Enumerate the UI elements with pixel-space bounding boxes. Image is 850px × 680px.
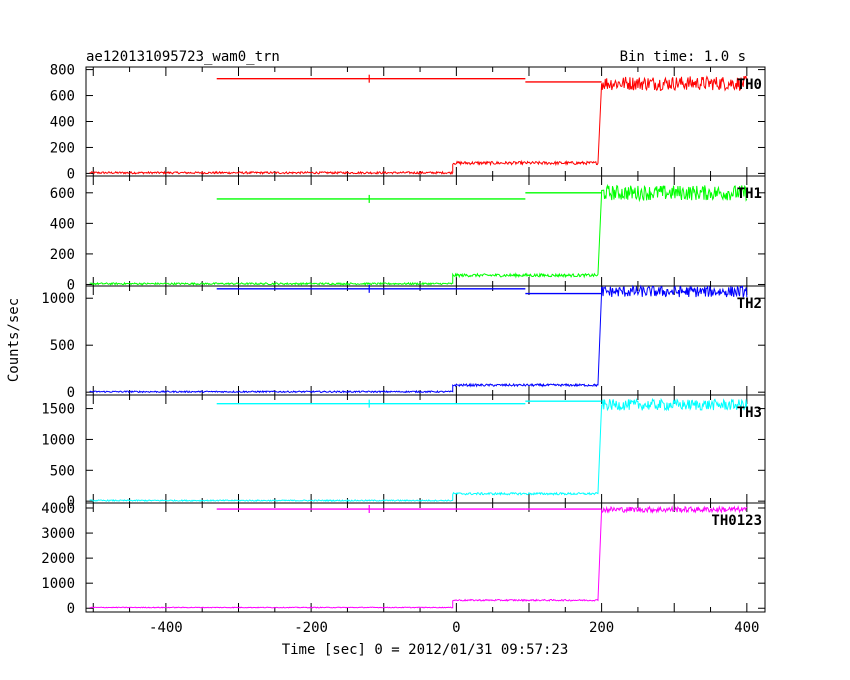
panel-frame xyxy=(85,502,766,613)
series-line-th0 xyxy=(89,75,748,175)
y-tick-label: 1000 xyxy=(41,291,75,307)
panel-th1: 0 200 400 600 TH1 xyxy=(50,175,766,293)
y-tick-label: 0 xyxy=(67,601,75,617)
series-line-th0123 xyxy=(89,505,748,609)
panels-group: 0 200 400 600 800 TH0 0 200 400 600 TH1 0 500 1000 TH2… xyxy=(41,63,766,636)
y-tick-label: 0 xyxy=(67,277,75,293)
series-line-th2 xyxy=(89,284,748,394)
y-tick-label: 3000 xyxy=(41,526,75,542)
series-label: TH3 xyxy=(737,405,762,421)
y-tick-label: 1500 xyxy=(41,402,75,418)
bin-time-label: Bin time: 1.0 s xyxy=(620,49,746,65)
y-tick-label: 500 xyxy=(50,463,75,479)
x-tick-label: 400 xyxy=(734,620,759,636)
panel-frame xyxy=(85,394,766,504)
series-label: TH0 xyxy=(737,77,762,93)
series-line-th1 xyxy=(89,183,748,286)
y-tick-label: 1000 xyxy=(41,576,75,592)
panel-th0: 0 200 400 600 800 TH0 xyxy=(50,63,766,182)
y-tick-label: 600 xyxy=(50,186,75,202)
x-axis-label: Time [sec] 0 = 2012/01/31 09:57:23 xyxy=(282,642,569,658)
chart-title: ae120131095723_wam0_trn xyxy=(86,49,280,65)
y-tick-label: 400 xyxy=(50,216,75,232)
y-tick-label: 2000 xyxy=(41,551,75,567)
y-tick-label: 500 xyxy=(50,338,75,354)
y-tick-label: 4000 xyxy=(41,501,75,517)
y-tick-label: 400 xyxy=(50,115,75,131)
series-label: TH2 xyxy=(737,296,762,312)
y-tick-label: 0 xyxy=(67,166,75,182)
y-tick-label: 200 xyxy=(50,247,75,263)
panel-frame xyxy=(85,285,766,396)
y-tick-label: 1000 xyxy=(41,432,75,448)
x-tick-label: 0 xyxy=(452,620,460,636)
x-tick-label: -400 xyxy=(149,620,183,636)
series-label: TH0123 xyxy=(711,513,762,529)
x-tick-label: -200 xyxy=(294,620,328,636)
y-tick-label: 600 xyxy=(50,89,75,105)
y-tick-label: 800 xyxy=(50,63,75,79)
series-line-th3 xyxy=(89,397,748,502)
x-tick-label: 200 xyxy=(589,620,614,636)
y-axis-label: Counts/sec xyxy=(6,298,22,382)
series-label: TH1 xyxy=(737,186,762,202)
y-tick-label: 0 xyxy=(67,385,75,401)
panel-th2: 0 500 1000 TH2 xyxy=(41,284,766,401)
y-tick-label: 0 xyxy=(67,494,75,510)
panel-th0123: 0 1000 2000 3000 4000 TH0123 xyxy=(41,501,766,617)
panel-th3: 0 500 1000 1500 TH3 xyxy=(41,394,766,510)
y-tick-label: 200 xyxy=(50,140,75,156)
